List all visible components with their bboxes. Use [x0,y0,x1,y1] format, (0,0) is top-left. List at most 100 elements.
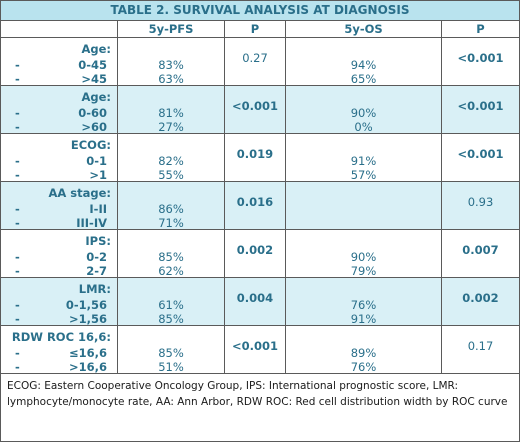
os-value: 91% [350,154,377,168]
header-5y-pfs: 5y-PFS [118,21,225,38]
row-dash: - [15,168,20,182]
os-value: 91% [350,312,377,326]
p-os-value: 0.002 [462,291,499,305]
subgroup-label: 2-7 [86,264,107,278]
p-pfs-cell: 0.004 [225,278,286,326]
header-p-pfs: P [225,21,286,38]
p-os-cell: <0.001 [442,38,519,86]
row-dash: - [15,120,20,134]
row-dash: - [15,106,20,120]
subgroup-label: >1 [89,168,107,182]
p-os-value: <0.001 [457,99,504,113]
os-values-cell: 90% 79% [286,230,442,278]
pfs-value: 63% [158,72,184,86]
group-label-cell: RDW ROC 16,6: - ≤16,6 - >16,6 [1,326,118,374]
subgroup-label: III-IV [76,216,107,230]
os-value: 0% [354,120,373,134]
p-os-value: <0.001 [457,51,504,65]
group-label-cell: LMR: - 0-1,56 - >1,56 [1,278,118,326]
row-dash: - [15,154,20,168]
subgroup-label: >16,6 [68,360,107,374]
row-dash: - [15,264,20,278]
pfs-values-cell: 83% 63% [118,38,225,86]
p-pfs-cell: <0.001 [225,326,286,374]
row-dash: - [15,58,20,72]
row-dash: - [15,216,20,230]
subgroup-label: 0-60 [78,106,107,120]
p-os-cell: <0.001 [442,134,519,182]
group-label-cell: Age: - 0-60 - >60 [1,86,118,134]
pfs-value: 86% [158,202,184,216]
pfs-values-cell: 81% 27% [118,86,225,134]
subgroup-label: 0-1 [86,154,107,168]
pfs-value: 71% [158,216,184,230]
row-dash: - [15,72,20,86]
variable-name: ECOG: [70,138,111,152]
row-dash: - [15,202,20,216]
variable-name: LMR: [78,282,111,296]
p-pfs-cell: 0.002 [225,230,286,278]
pfs-value: 81% [158,106,184,120]
variable-name: AA stage: [48,186,111,200]
p-os-cell: 0.002 [442,278,519,326]
p-os-cell: 0.17 [442,326,519,374]
p-os-cell: 0.007 [442,230,519,278]
p-pfs-cell: 0.019 [225,134,286,182]
p-pfs-value: 0.27 [242,51,268,65]
subgroup-label: >45 [81,72,107,86]
p-os-value: 0.17 [467,339,494,353]
pfs-value: 83% [158,58,184,72]
p-os-value: <0.001 [457,147,504,161]
os-values-cell: 91% 57% [286,134,442,182]
row-dash: - [15,346,20,360]
p-pfs-cell: <0.001 [225,86,286,134]
subgroup-label: ≤16,6 [68,346,107,360]
pfs-value: 51% [158,360,184,374]
header-5y-os: 5y-OS [286,21,442,38]
p-os-value: 0.007 [462,243,499,257]
group-label-cell: Age: - 0-45 - >45 [1,38,118,86]
subgroup-label: 0-45 [78,58,107,72]
pfs-value: 27% [158,120,184,134]
p-pfs-value: 0.002 [236,243,274,257]
os-value: 76% [350,360,377,374]
os-values-cell: 76% 91% [286,278,442,326]
table-title: TABLE 2. SURVIVAL ANALYSIS AT DIAGNOSIS [1,1,519,21]
os-value: 94% [350,58,377,72]
group-label-cell: AA stage: - I-II - III-IV [1,182,118,230]
subgroup-label: >60 [81,120,107,134]
table-footnote: ECOG: Eastern Cooperative Oncology Group… [1,374,519,417]
pfs-value: 82% [158,154,184,168]
variable-name: Age: [81,42,111,56]
p-pfs-cell: 0.27 [225,38,286,86]
pfs-value: 85% [158,346,184,360]
p-pfs-value: 0.019 [236,147,274,161]
pfs-values-cell: 82% 55% [118,134,225,182]
os-values-cell: 90% 0% [286,86,442,134]
row-dash: - [15,250,20,264]
pfs-values-cell: 85% 51% [118,326,225,374]
os-values-cell: 94% 65% [286,38,442,86]
header-p-os: P [442,21,519,38]
p-os-cell: 0.93 [442,182,519,230]
os-values-cell [286,182,442,230]
p-os-cell: <0.001 [442,86,519,134]
p-pfs-value: <0.001 [231,339,278,353]
subgroup-label: 0-1,56 [65,298,107,312]
os-value: 57% [350,168,377,182]
p-pfs-value: 0.004 [236,291,274,305]
row-dash: - [15,298,20,312]
row-dash: - [15,312,20,326]
os-value: 90% [350,250,377,264]
group-label-cell: IPS: - 0-2 - 2-7 [1,230,118,278]
pfs-values-cell: 85% 62% [118,230,225,278]
os-value: 90% [350,106,377,120]
variable-name: IPS: [85,234,111,248]
p-pfs-value: <0.001 [231,99,278,113]
group-label-cell: ECOG: - 0-1 - >1 [1,134,118,182]
subgroup-label: I-II [89,202,107,216]
os-value: 65% [350,72,377,86]
variable-name: Age: [81,90,111,104]
os-value: 76% [350,298,377,312]
